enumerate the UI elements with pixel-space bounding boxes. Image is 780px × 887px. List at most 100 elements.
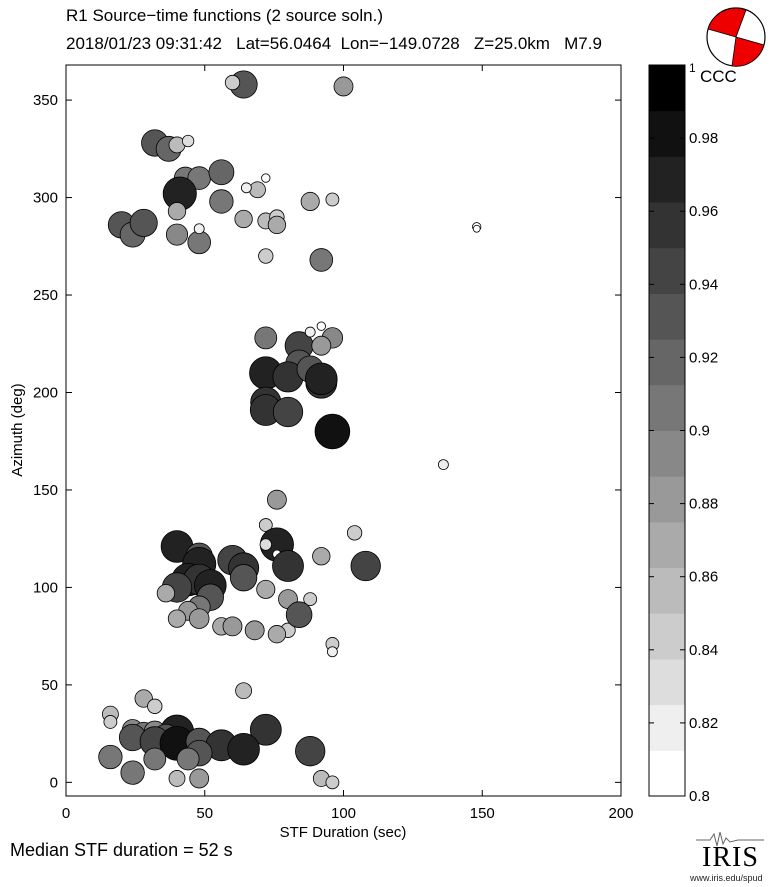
colorbar-segment (649, 658, 685, 706)
x-tick-label: 200 (608, 805, 633, 822)
colorbar-tick-label: 0.8 (689, 788, 710, 805)
stf-point (472, 224, 481, 233)
x-tick-label: 0 (62, 805, 70, 822)
x-axis-label: STF Duration (sec) (280, 824, 407, 841)
stf-point (316, 321, 326, 331)
stf-point (98, 744, 123, 770)
stf-point (167, 202, 187, 221)
stf-point (346, 525, 363, 541)
chart-subtitle: 2018/01/23 09:31:42 Lat=56.0464 Lon=−149… (66, 34, 602, 53)
y-tick-label: 350 (33, 92, 58, 109)
stf-point (437, 459, 449, 471)
colorbar-segment (649, 521, 685, 569)
stf-point (168, 770, 186, 787)
colorbar-tick-label: 0.84 (689, 642, 718, 659)
stf-point (254, 326, 278, 350)
stf-point (312, 547, 331, 566)
stf-point (325, 775, 340, 790)
stf-point (272, 396, 304, 428)
stf-point (189, 768, 210, 789)
stf-point (304, 326, 316, 338)
stf-point (305, 362, 338, 396)
stf-point (224, 74, 241, 91)
colorbar-segment (649, 202, 685, 249)
stf-point (272, 550, 304, 582)
stf-point (193, 223, 205, 235)
colorbar-segment (649, 65, 685, 112)
stf-point (333, 76, 354, 97)
x-tick-label: 50 (196, 805, 213, 822)
stf-point (240, 182, 252, 194)
stf-point (227, 732, 260, 766)
colorbar-segment (649, 430, 685, 477)
colorbar-segment (649, 476, 685, 523)
stf-point (235, 682, 253, 700)
colorbar-segment (649, 110, 685, 157)
colorbar-label: CCC (700, 67, 737, 86)
colorbar-tick-label: 0.98 (689, 130, 718, 147)
stf-point (300, 191, 320, 211)
colorbar-tick-label: 0.92 (689, 349, 718, 366)
y-tick-label: 150 (33, 482, 58, 499)
colorbar-top-label: 1 (689, 61, 696, 75)
stf-point (234, 209, 253, 229)
colorbar: 0.8 0.82 0.84 0.86 0.88 0.9 0.92 0.94 0.96 0.98 (648, 64, 718, 805)
colorbar-segment (649, 156, 685, 203)
colorbar-segment (649, 293, 685, 340)
stf-point (309, 248, 334, 272)
colorbar-tick-label: 0.9 (689, 423, 710, 440)
stf-point (129, 208, 158, 237)
x-tick-label: 100 (331, 805, 356, 822)
stf-point (266, 489, 287, 510)
chart-title: R1 Source−time functions (2 source soln.… (66, 6, 384, 25)
stf-point (311, 335, 332, 356)
y-tick-label: 100 (33, 579, 58, 596)
stf-point (187, 230, 211, 255)
stf-point (165, 223, 189, 246)
x-tick-label: 150 (470, 805, 495, 822)
colorbar-tick-label: 0.86 (689, 569, 718, 586)
stf-point (285, 601, 313, 628)
stf-point (143, 747, 167, 771)
stf-point (350, 550, 381, 582)
stf-point (176, 747, 200, 771)
colorbar-tick-label: 0.88 (689, 496, 718, 513)
stf-point (325, 192, 340, 207)
stf-point (267, 625, 287, 644)
x-axis: 0 50 100 150 200 (62, 65, 634, 822)
iris-logo-icon (696, 831, 764, 847)
stf-point (256, 579, 276, 599)
stf-point (258, 518, 273, 532)
stf-point (188, 608, 210, 629)
y-tick-label: 50 (41, 677, 58, 694)
y-tick-label: 0 (50, 774, 58, 791)
colorbar-segment (649, 567, 685, 614)
stf-point (222, 616, 243, 637)
colorbar-tick-label: 0.96 (689, 203, 718, 220)
stf-point (209, 189, 234, 214)
stf-point (208, 159, 235, 186)
stf-point (267, 215, 287, 234)
beachball-icon (706, 7, 766, 67)
colorbar-segment (649, 704, 685, 751)
colorbar-tick-label: 0.94 (689, 276, 718, 293)
stf-point (103, 715, 118, 729)
stf-point (120, 760, 145, 785)
stf-point (295, 736, 326, 767)
colorbar-segment (649, 339, 685, 386)
y-tick-label: 300 (33, 190, 58, 207)
iris-logo-text: IRIS (702, 842, 759, 873)
stf-point (259, 538, 272, 551)
median-stf-duration: Median STF duration = 52 s (10, 840, 233, 860)
stf-point (258, 248, 274, 264)
y-axis: 0 50 100 150 200 250 300 350 (33, 92, 621, 791)
stf-point (249, 713, 282, 746)
stf-point (167, 609, 187, 628)
stf-point (303, 592, 318, 607)
iris-logo-url: www.iris.edu/spud (690, 873, 763, 883)
colorbar-segment (649, 750, 685, 797)
stf-point (249, 181, 266, 199)
colorbar-segment (649, 247, 685, 294)
stf-point (147, 698, 163, 714)
